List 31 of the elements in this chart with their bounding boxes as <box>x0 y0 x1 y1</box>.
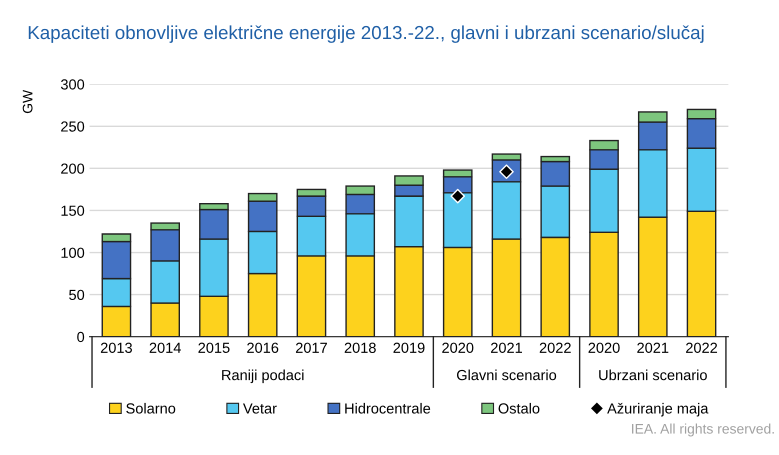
legend-label: Hidrocentrale <box>345 402 430 414</box>
legend-label: Vetar <box>242 403 277 414</box>
x-tick-label: 2013 <box>100 342 132 353</box>
y-tick-label: 0 <box>77 332 84 342</box>
legend-label: Solarno <box>126 402 176 414</box>
chart-title: Kapaciteti obnovljive električne energije 2013.-22., glavni i ubrzani scenario/slučaj <box>28 25 704 43</box>
y-tick-label: 200 <box>61 163 84 174</box>
legend-label: Ostalo <box>498 402 540 414</box>
y-axis-title: GW <box>22 90 33 114</box>
x-tick-label: 2021 <box>491 342 522 353</box>
text: IEA. All rights reserved. <box>632 424 774 436</box>
legend-label: Ažuriranje maja <box>607 402 708 416</box>
y-tick-label: 150 <box>62 206 84 216</box>
x-tick-label: 2017 <box>296 342 327 353</box>
text: Raniji podaci <box>222 370 304 384</box>
x-tick-label: 2014 <box>150 342 181 353</box>
x-tick-label: 2018 <box>344 342 376 353</box>
x-tick-label: 2016 <box>247 342 278 353</box>
y-tick-label: 300 <box>60 79 84 90</box>
text: Ubrzani scenario <box>599 370 707 380</box>
y-tick-label: 50 <box>69 290 84 300</box>
x-tick-label: 2020 <box>442 342 474 353</box>
y-tick-label: 100 <box>62 248 84 258</box>
x-tick-label: 2022 <box>540 342 571 353</box>
x-tick-label: 2019 <box>393 342 425 353</box>
x-tick-label: 2021 <box>637 342 668 353</box>
y-tick-label: 250 <box>61 121 84 132</box>
x-tick-label: 2015 <box>198 342 230 353</box>
x-tick-label: 2022 <box>686 342 718 353</box>
x-tick-label: 2020 <box>588 342 620 353</box>
text: Glavni scenario <box>456 370 556 380</box>
